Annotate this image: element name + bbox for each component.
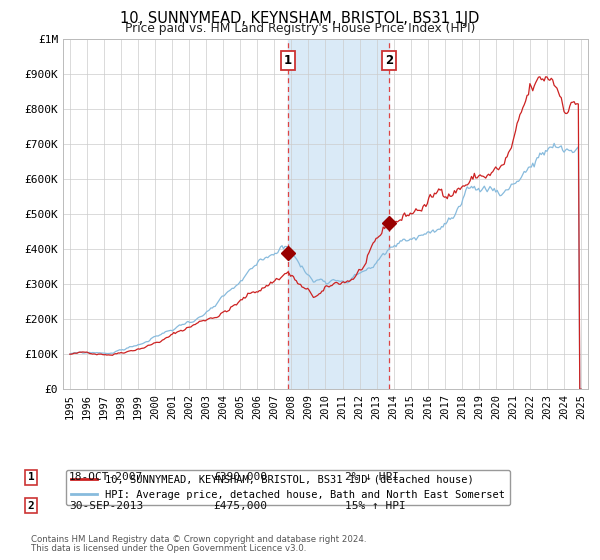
Text: Contains HM Land Registry data © Crown copyright and database right 2024.: Contains HM Land Registry data © Crown c…: [31, 535, 367, 544]
Text: 2: 2: [28, 501, 35, 511]
Text: 1: 1: [284, 54, 292, 67]
Text: 1: 1: [28, 472, 35, 482]
Text: 2% ↓ HPI: 2% ↓ HPI: [345, 472, 399, 482]
Text: Price paid vs. HM Land Registry's House Price Index (HPI): Price paid vs. HM Land Registry's House …: [125, 22, 475, 35]
Text: 2: 2: [385, 54, 394, 67]
Text: £390,000: £390,000: [213, 472, 267, 482]
Text: 15% ↑ HPI: 15% ↑ HPI: [345, 501, 406, 511]
Text: £475,000: £475,000: [213, 501, 267, 511]
Text: This data is licensed under the Open Government Licence v3.0.: This data is licensed under the Open Gov…: [31, 544, 307, 553]
Legend: 10, SUNNYMEAD, KEYNSHAM, BRISTOL, BS31 1JD (detached house), HPI: Average price,: 10, SUNNYMEAD, KEYNSHAM, BRISTOL, BS31 1…: [65, 470, 511, 505]
Bar: [288, 39, 389, 389]
Text: 30-SEP-2013: 30-SEP-2013: [69, 501, 143, 511]
Text: 10, SUNNYMEAD, KEYNSHAM, BRISTOL, BS31 1JD: 10, SUNNYMEAD, KEYNSHAM, BRISTOL, BS31 1…: [121, 11, 479, 26]
Text: 18-OCT-2007: 18-OCT-2007: [69, 472, 143, 482]
